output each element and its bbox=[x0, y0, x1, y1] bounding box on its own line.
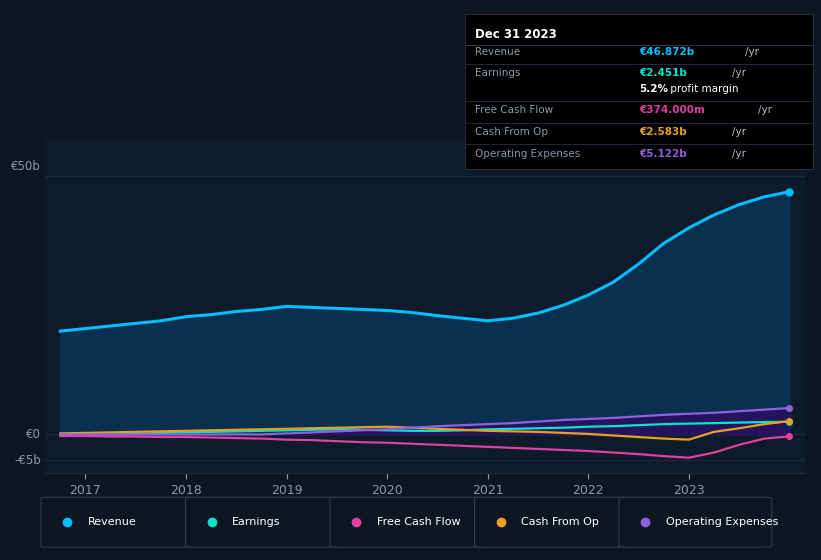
Text: /yr: /yr bbox=[758, 105, 772, 115]
Text: Cash From Op: Cash From Op bbox=[475, 127, 548, 137]
FancyBboxPatch shape bbox=[41, 497, 194, 547]
FancyBboxPatch shape bbox=[475, 497, 627, 547]
Text: €50b: €50b bbox=[11, 160, 41, 174]
Text: €46.872b: €46.872b bbox=[639, 46, 695, 57]
Text: -€5b: -€5b bbox=[14, 454, 41, 467]
Text: Cash From Op: Cash From Op bbox=[521, 517, 599, 527]
Text: Operating Expenses: Operating Expenses bbox=[666, 517, 778, 527]
Text: /yr: /yr bbox=[732, 149, 745, 159]
Text: €2.451b: €2.451b bbox=[639, 68, 687, 78]
Text: Earnings: Earnings bbox=[475, 68, 521, 78]
Text: 5.2%: 5.2% bbox=[639, 84, 668, 94]
Text: Revenue: Revenue bbox=[475, 46, 521, 57]
Text: Operating Expenses: Operating Expenses bbox=[475, 149, 580, 159]
Text: Earnings: Earnings bbox=[232, 517, 281, 527]
Text: Dec 31 2023: Dec 31 2023 bbox=[475, 28, 557, 41]
FancyBboxPatch shape bbox=[186, 497, 338, 547]
Text: Revenue: Revenue bbox=[88, 517, 136, 527]
Text: /yr: /yr bbox=[745, 46, 759, 57]
Text: Free Cash Flow: Free Cash Flow bbox=[377, 517, 461, 527]
Text: €0: €0 bbox=[26, 428, 41, 441]
Text: €374.000m: €374.000m bbox=[639, 105, 705, 115]
FancyBboxPatch shape bbox=[330, 497, 483, 547]
Text: €2.583b: €2.583b bbox=[639, 127, 686, 137]
Text: /yr: /yr bbox=[732, 68, 745, 78]
Text: /yr: /yr bbox=[732, 127, 745, 137]
Text: Free Cash Flow: Free Cash Flow bbox=[475, 105, 553, 115]
Text: profit margin: profit margin bbox=[667, 84, 738, 94]
Text: €5.122b: €5.122b bbox=[639, 149, 686, 159]
FancyBboxPatch shape bbox=[619, 497, 772, 547]
